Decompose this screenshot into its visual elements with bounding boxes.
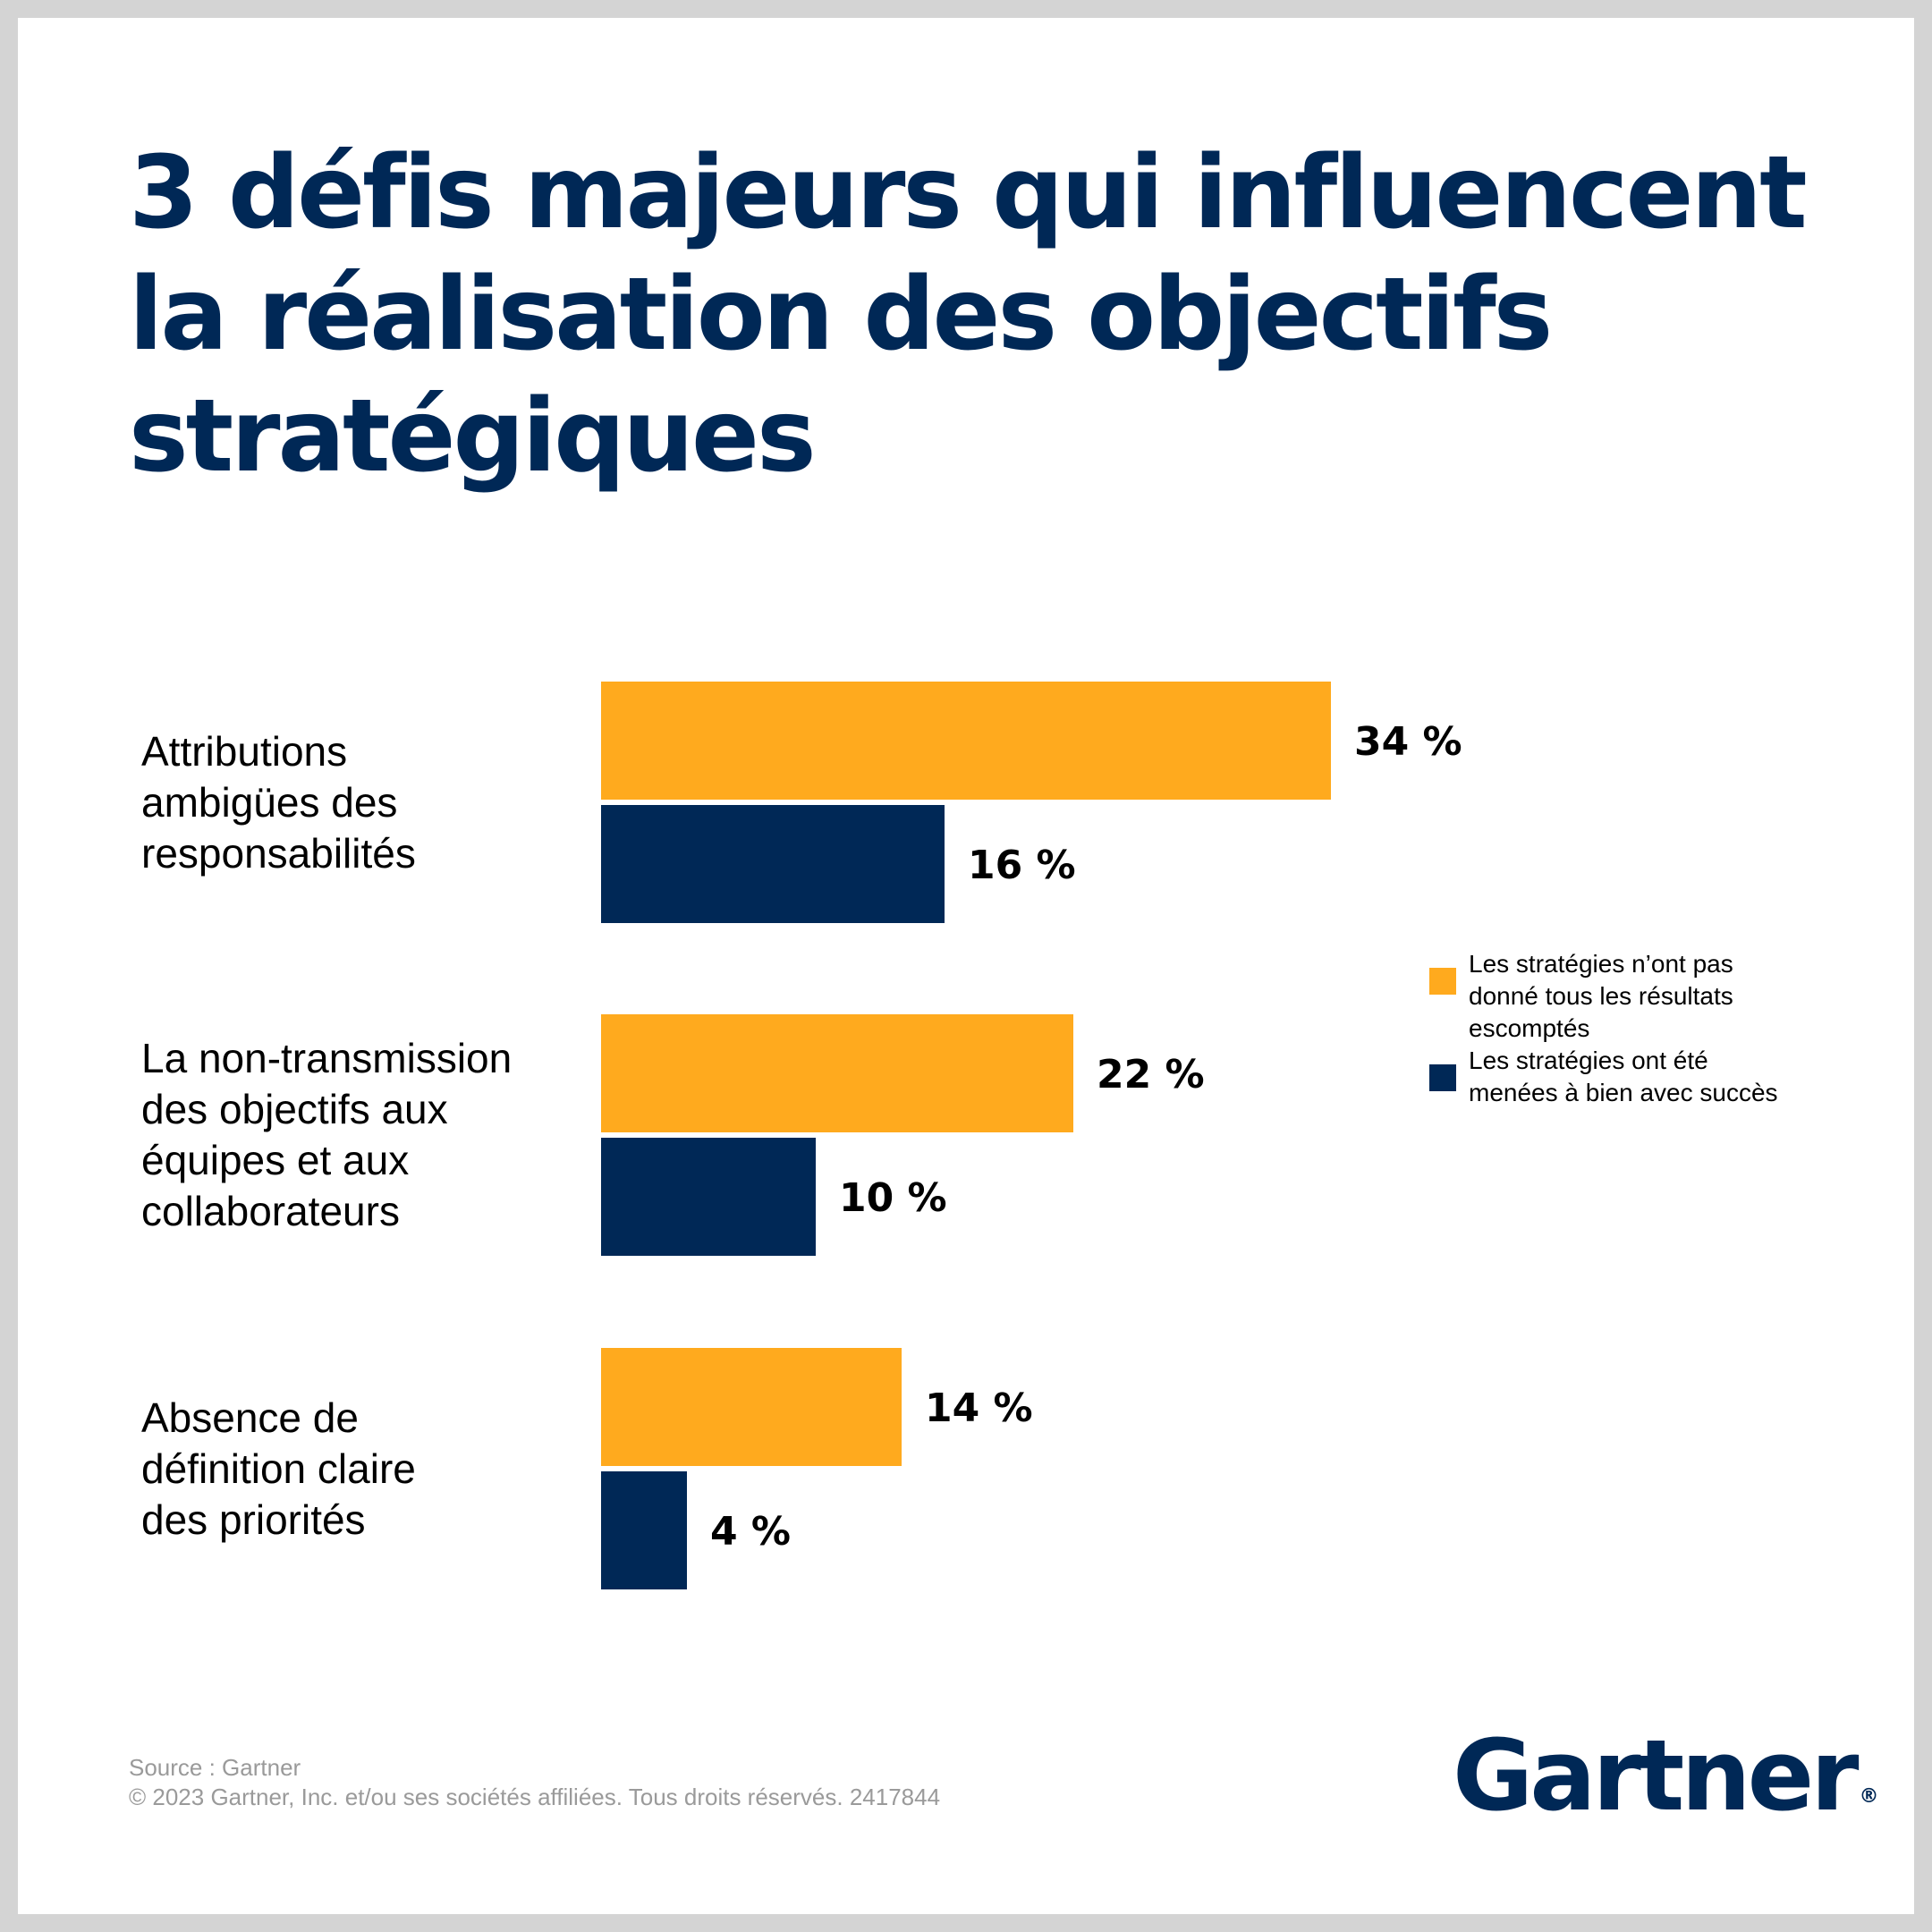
- copyright-text: © 2023 Gartner, Inc. et/ou ses sociétés …: [129, 1784, 941, 1810]
- legend-label-line: Les stratégies ont été: [1469, 1046, 1708, 1074]
- title-line-1: 3 défis majeurs qui influencent: [129, 135, 1808, 251]
- category-label-line: Attributions: [141, 727, 348, 775]
- category-label-line: ambigües des: [141, 778, 398, 826]
- category-label-2: La non-transmission des objectifs aux équi…: [141, 1033, 606, 1237]
- bar-not-achieved-2: [601, 1014, 1073, 1132]
- bar-value-label: 4 %: [710, 1509, 791, 1555]
- title-line-2: la réalisation des objectifs: [129, 257, 1553, 373]
- category-label-line: définition claire: [141, 1445, 416, 1492]
- bar-chart: 34 % 16 % 22 % 10 % 14 % 4 %: [601, 682, 1462, 1589]
- bar-value-label: 14 %: [925, 1385, 1033, 1431]
- legend-label-line: escomptés: [1469, 1014, 1590, 1042]
- chart-legend: Les stratégies n’ont pas donné tous les r…: [1429, 948, 1894, 1109]
- legend-label-line: donné tous les résultats: [1469, 982, 1733, 1010]
- category-label-line: responsabilités: [141, 829, 416, 877]
- category-label-3: Absence de définition claire des priorités: [141, 1393, 606, 1546]
- bar-value-label: 22 %: [1097, 1052, 1205, 1097]
- category-label-1: Attributions ambigües des responsabilités: [141, 726, 606, 879]
- bar-succeeded-1: [601, 805, 945, 923]
- page-title: 3 défis majeurs qui influencent la réali…: [129, 132, 1828, 497]
- bar-not-achieved-3: [601, 1348, 902, 1466]
- bar-succeeded-2: [601, 1138, 816, 1256]
- source-text: Source : Gartner: [129, 1754, 301, 1781]
- legend-item-2: Les stratégies ont été menées à bien avec…: [1429, 1045, 1894, 1109]
- legend-label: Les stratégies ont été menées à bien avec…: [1469, 1045, 1894, 1109]
- legend-label-line: Les stratégies n’ont pas: [1469, 950, 1733, 978]
- legend-swatch: [1429, 1064, 1456, 1091]
- bar-succeeded-3: [601, 1471, 687, 1589]
- category-label-line: des priorités: [141, 1496, 366, 1543]
- bar-value-label: 34 %: [1354, 719, 1462, 765]
- category-label-line: collaborateurs: [141, 1188, 400, 1234]
- category-label-line: Absence de: [141, 1394, 359, 1441]
- category-label-line: des objectifs aux: [141, 1086, 448, 1132]
- gartner-logo: Gartner ®: [1453, 1717, 1879, 1855]
- footer: Source : Gartner © 2023 Gartner, Inc. et…: [129, 1753, 940, 1812]
- category-label-line: équipes et aux: [141, 1137, 410, 1183]
- category-label-line: La non-transmission: [141, 1035, 513, 1081]
- legend-label: Les stratégies n’ont pas donné tous les r…: [1469, 948, 1894, 1045]
- title-line-3: stratégiques: [129, 378, 817, 495]
- logo-text: Gartner: [1453, 1718, 1860, 1833]
- legend-label-line: menées à bien avec succès: [1469, 1079, 1778, 1106]
- legend-swatch: [1429, 968, 1456, 995]
- bar-value-label: 16 %: [968, 843, 1076, 888]
- bar-not-achieved-1: [601, 682, 1331, 800]
- infographic-card: 3 défis majeurs qui influencent la réali…: [18, 18, 1914, 1914]
- logo-registered-mark: ®: [1859, 1785, 1879, 1808]
- bar-value-label: 10 %: [839, 1175, 947, 1221]
- legend-item-1: Les stratégies n’ont pas donné tous les r…: [1429, 948, 1894, 1045]
